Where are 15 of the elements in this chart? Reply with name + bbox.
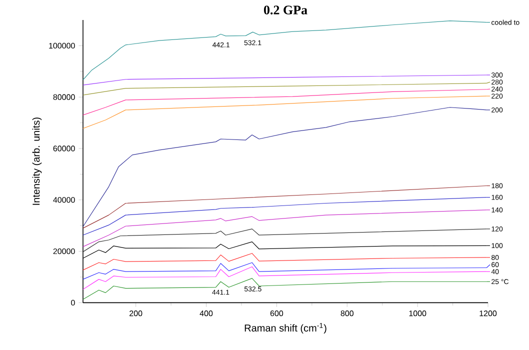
y-tick-label: 0 bbox=[71, 300, 75, 306]
x-tick-label: 1200 bbox=[480, 310, 497, 316]
y-tick-label: 100000 bbox=[49, 42, 75, 49]
x-tick-label: 400 bbox=[200, 310, 213, 316]
x-tick-label: 200 bbox=[130, 310, 142, 316]
x-tick-label: 800 bbox=[340, 310, 354, 316]
y-tick-label: 80000 bbox=[53, 94, 75, 100]
chart-title: 0.2 GPa bbox=[264, 6, 308, 14]
y-tick-label: 60000 bbox=[53, 146, 75, 152]
x-axis-title: Raman shift (cm$^{-1}$) bbox=[244, 323, 326, 334]
y-tick-label: 40000 bbox=[53, 197, 75, 203]
x-tick-label: 1000 bbox=[409, 310, 426, 316]
y-axis-title: Intensity (arb. units) bbox=[32, 118, 42, 205]
y-tick-label: 20000 bbox=[53, 248, 75, 254]
x-tick-label: 600 bbox=[270, 310, 284, 316]
